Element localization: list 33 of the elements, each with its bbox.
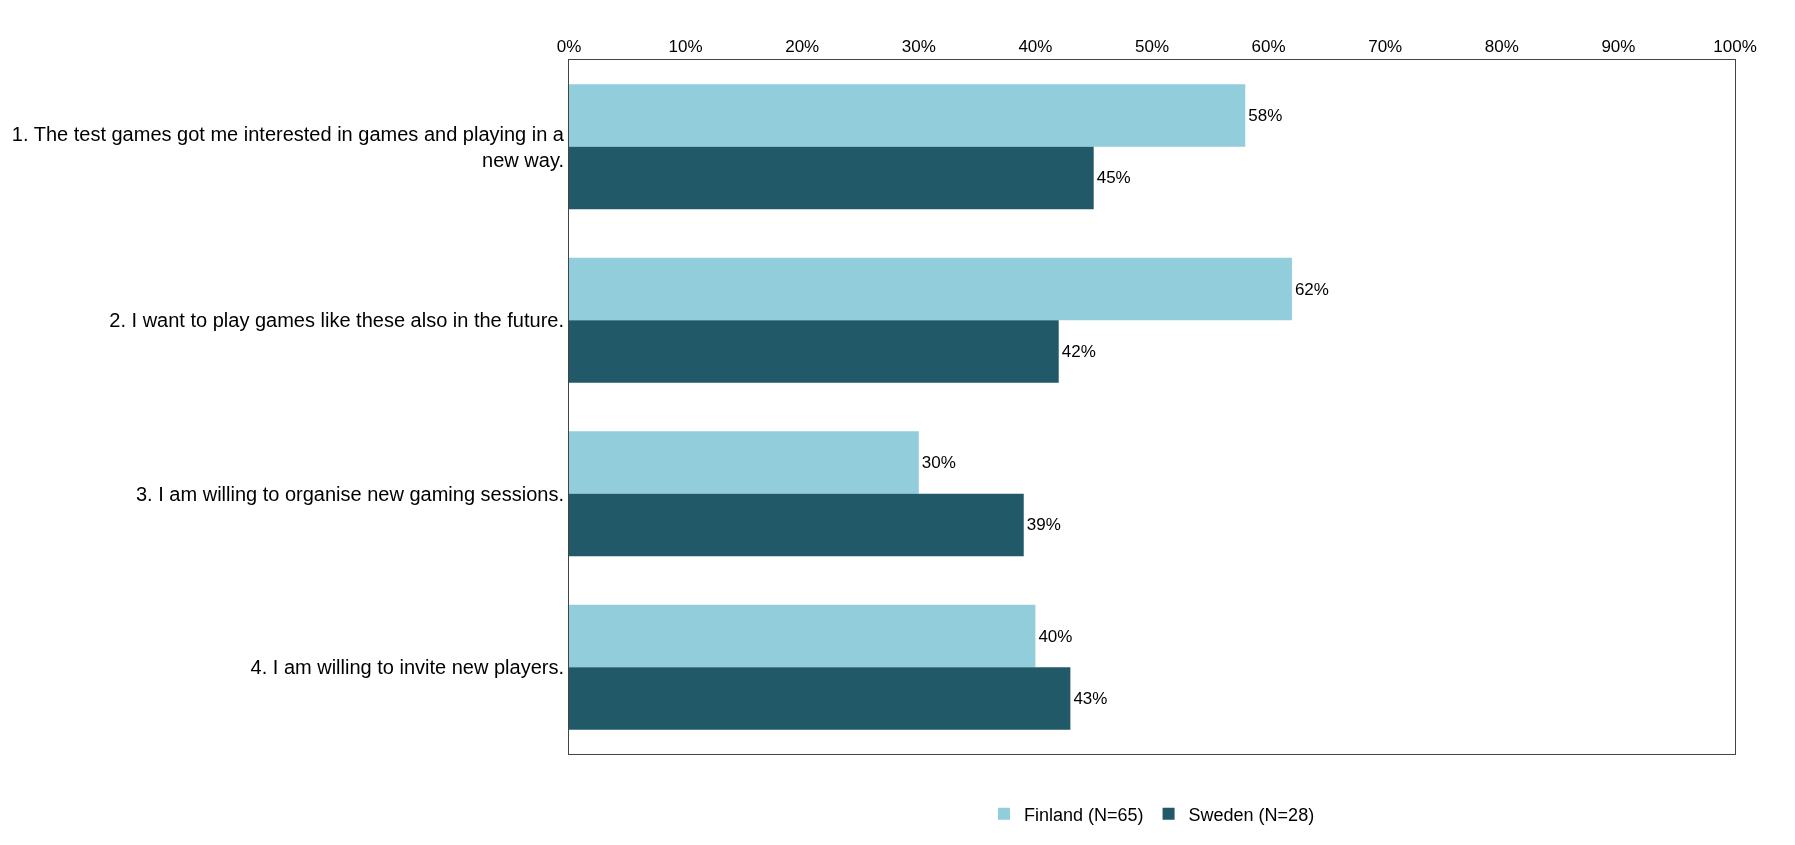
bar bbox=[569, 320, 1059, 383]
data-label: 42% bbox=[1061, 341, 1096, 361]
y-tick-label: 3. I am willing to organise new gaming sessions. bbox=[136, 482, 564, 505]
legend-label: Sweden (N=28) bbox=[1188, 804, 1315, 825]
data-label: 39% bbox=[1026, 515, 1061, 535]
data-label: 45% bbox=[1096, 168, 1131, 188]
x-tick-label: 0% bbox=[556, 37, 582, 57]
x-tick-label: 40% bbox=[1018, 37, 1053, 57]
bar bbox=[569, 604, 1036, 668]
x-tick-label: 100% bbox=[1713, 37, 1757, 57]
bar bbox=[569, 431, 919, 494]
y-tick-label: 4. I am willing to invite new players. bbox=[250, 656, 564, 679]
x-tick-label: 90% bbox=[1601, 37, 1636, 57]
bar bbox=[569, 257, 1292, 321]
y-tick-label: 2. I want to play games like these also in the future. bbox=[109, 309, 564, 332]
x-tick-label: 60% bbox=[1251, 37, 1286, 57]
legend-label: Finland (N=65) bbox=[1024, 804, 1144, 825]
bar bbox=[569, 493, 1024, 557]
data-label: 40% bbox=[1038, 626, 1073, 646]
data-label: 30% bbox=[921, 453, 956, 473]
x-tick-label: 80% bbox=[1484, 37, 1519, 57]
x-tick-label: 30% bbox=[901, 37, 936, 57]
data-label: 58% bbox=[1248, 106, 1283, 126]
bar bbox=[569, 667, 1071, 730]
data-label: 62% bbox=[1294, 279, 1329, 299]
x-tick-label: 20% bbox=[785, 37, 820, 57]
x-tick-label: 10% bbox=[668, 37, 703, 57]
x-tick-label: 50% bbox=[1134, 37, 1170, 57]
x-tick-label: 70% bbox=[1368, 37, 1403, 57]
bar bbox=[569, 84, 1246, 147]
data-label: 43% bbox=[1073, 688, 1108, 708]
y-tick-label: 1. The test games got me interested in games and playing in a new way. bbox=[11, 122, 565, 171]
bar bbox=[569, 146, 1094, 210]
